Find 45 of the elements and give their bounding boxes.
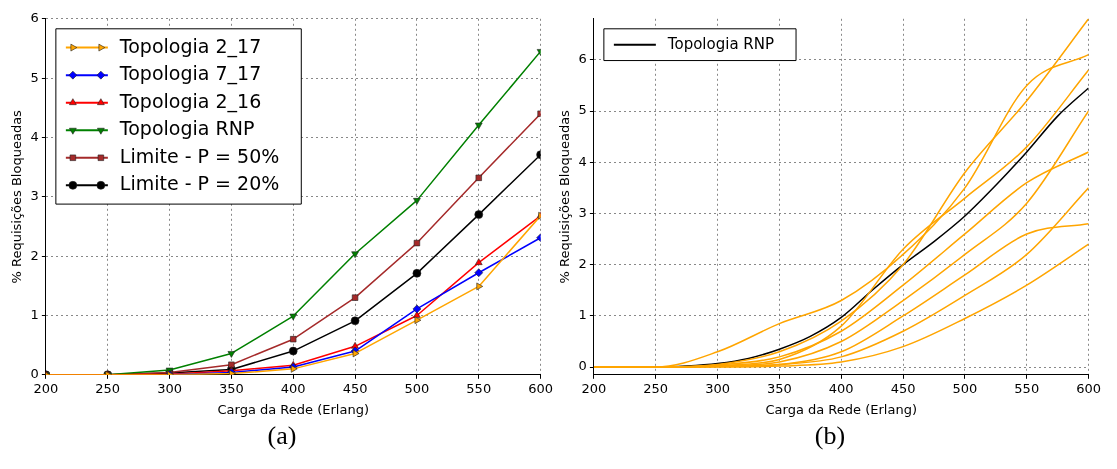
y-tick-label: 3 — [578, 204, 587, 220]
y-tick-label: 2 — [578, 256, 587, 272]
x-tick-label: 600 — [1076, 380, 1102, 396]
x-axis-title: Carga da Rede (Erlang) — [217, 401, 369, 417]
x-tick-label: 350 — [766, 380, 792, 396]
x-tick-label: 400 — [280, 380, 306, 396]
x-tick-label: 200 — [33, 380, 59, 396]
y-tick-label: 4 — [30, 128, 39, 144]
x-tick-label: 550 — [466, 380, 492, 396]
y-axis-title: % Requisições Bloqueadas — [557, 109, 573, 284]
x-tick-label: 400 — [828, 380, 854, 396]
x-tick-label: 450 — [342, 380, 368, 396]
x-tick-label: 550 — [1014, 380, 1040, 396]
legend-label: Topologia 7_17 — [118, 62, 262, 86]
x-tick-label: 300 — [157, 380, 182, 396]
y-tick-label: 1 — [578, 307, 587, 323]
x-tick-label: 600 — [528, 380, 554, 396]
x-tick-label: 250 — [95, 380, 121, 396]
y-tick-label: 5 — [578, 102, 587, 118]
legend-label: Limite - P = 20% — [119, 172, 280, 195]
y-tick-label: 3 — [30, 188, 39, 204]
y-tick-label: 5 — [30, 69, 39, 85]
y-tick-label: 1 — [30, 306, 39, 322]
text: (b) — [813, 420, 847, 452]
text: (a) — [266, 420, 298, 452]
x-tick-label: 250 — [643, 380, 669, 396]
legend-label: Topologia 2_17 — [118, 34, 262, 58]
y-tick-label: 6 — [578, 51, 587, 67]
x-axis-title: Carga da Rede (Erlang) — [765, 401, 917, 417]
x-tick-label: 500 — [952, 380, 978, 396]
x-tick-label: 300 — [705, 380, 730, 396]
y-tick-label: 6 — [30, 10, 39, 26]
legend-label: Topologia 2_16 — [118, 89, 262, 113]
y-tick-label: 0 — [30, 366, 39, 382]
y-axis-title: % Requisições Bloqueadas — [9, 109, 25, 284]
x-tick-label: 500 — [404, 380, 430, 396]
y-tick-label: 4 — [578, 153, 587, 169]
x-tick-label: 350 — [218, 380, 244, 396]
legend-label: Topologia RNP — [118, 117, 255, 140]
x-tick-label: 200 — [581, 380, 607, 396]
legend-label: Topologia RNP — [666, 34, 775, 53]
y-tick-label: 2 — [30, 247, 39, 263]
y-tick-label: 0 — [578, 358, 587, 374]
x-tick-label: 450 — [890, 380, 916, 396]
legend-label: Limite - P = 50% — [119, 144, 280, 167]
